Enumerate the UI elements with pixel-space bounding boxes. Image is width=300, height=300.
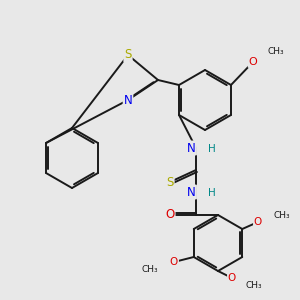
Text: O: O <box>165 208 175 221</box>
Text: N: N <box>187 142 196 154</box>
Text: CH₃: CH₃ <box>141 266 158 274</box>
Text: N: N <box>124 94 132 106</box>
Text: O: O <box>170 257 178 267</box>
Text: CH₃: CH₃ <box>268 47 285 56</box>
Text: H: H <box>208 144 216 154</box>
Text: H: H <box>208 188 216 198</box>
Text: CH₃: CH₃ <box>246 280 262 290</box>
Text: S: S <box>166 176 174 188</box>
Text: O: O <box>254 217 262 227</box>
Text: O: O <box>228 273 236 283</box>
Text: S: S <box>124 49 132 62</box>
Text: N: N <box>187 185 196 199</box>
Text: CH₃: CH₃ <box>274 211 291 220</box>
Text: O: O <box>249 57 257 67</box>
